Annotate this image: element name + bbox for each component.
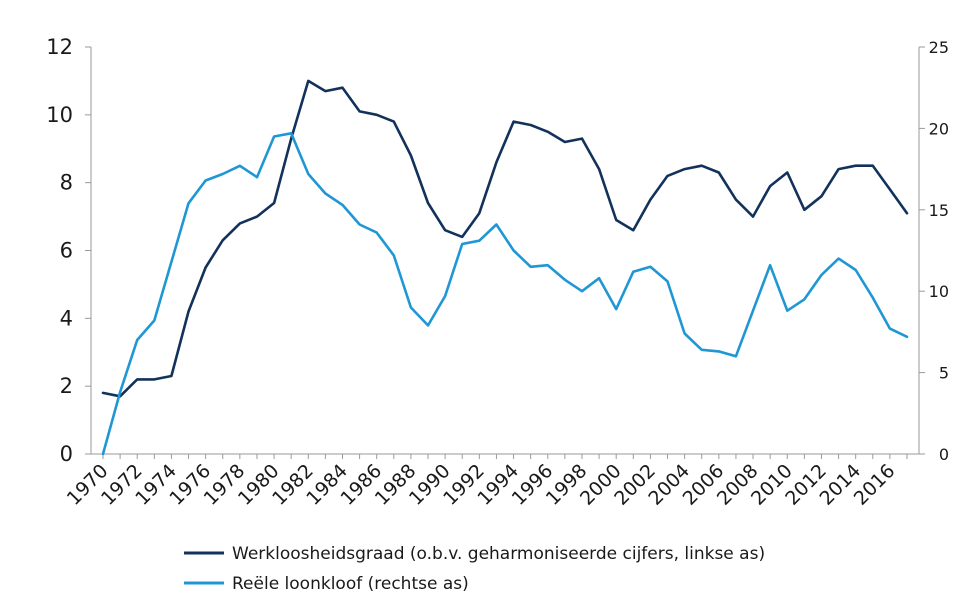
left-tick-label: 6 bbox=[60, 239, 73, 263]
x-tick-label: 2016 bbox=[850, 460, 900, 510]
left-tick-label: 4 bbox=[60, 306, 73, 330]
legend-label: Werkloosheidsgraad (o.b.v. geharmoniseer… bbox=[232, 544, 765, 564]
legend-label: Reële loonkloof (rechtse as) bbox=[232, 574, 469, 594]
left-tick-label: 12 bbox=[46, 35, 73, 59]
series-line-werkloosheidsgraad bbox=[101, 79, 909, 398]
left-tick-label: 8 bbox=[60, 171, 73, 195]
right-tick-label: 0 bbox=[939, 445, 949, 464]
right-tick-label: 10 bbox=[929, 282, 949, 301]
series-line-reele-loonkloof bbox=[101, 132, 909, 456]
left-tick-label: 2 bbox=[60, 374, 73, 398]
left-tick-label: 0 bbox=[60, 442, 73, 466]
right-tick-label: 25 bbox=[929, 38, 949, 57]
left-tick-label: 10 bbox=[46, 103, 73, 127]
right-tick-label: 5 bbox=[939, 364, 949, 383]
right-tick-label: 15 bbox=[929, 201, 949, 220]
right-tick-label: 20 bbox=[929, 119, 949, 138]
